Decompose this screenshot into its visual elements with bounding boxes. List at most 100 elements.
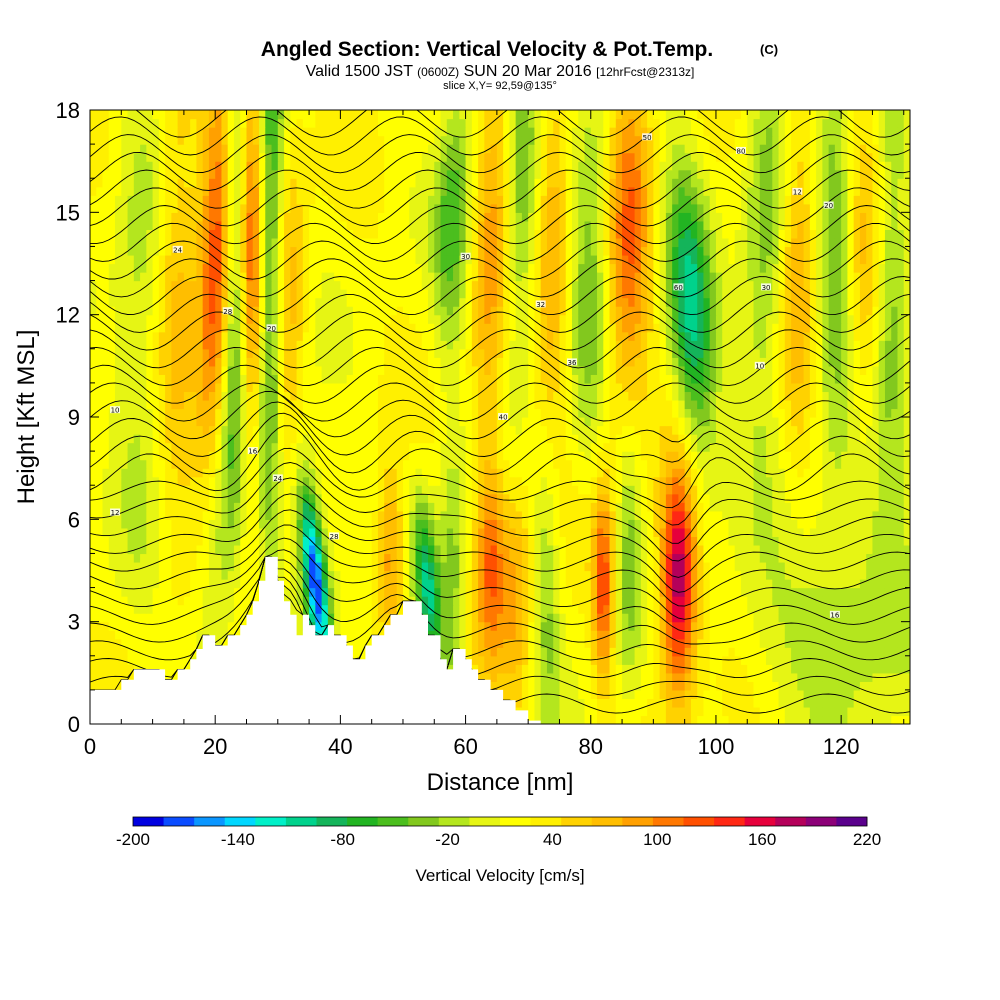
heatmap-cell bbox=[603, 706, 611, 717]
heatmap-cell bbox=[659, 715, 667, 724]
heatmap-cell bbox=[271, 399, 279, 410]
heatmap-cell bbox=[584, 604, 592, 614]
heatmap-cell bbox=[853, 630, 861, 640]
heatmap-cell bbox=[822, 544, 830, 555]
heatmap-cell bbox=[440, 638, 448, 648]
heatmap-cell bbox=[233, 561, 241, 572]
heatmap-cell bbox=[853, 579, 861, 589]
heatmap-cell bbox=[265, 527, 273, 537]
heatmap-cell bbox=[665, 510, 673, 520]
heatmap-cell bbox=[866, 485, 874, 495]
heatmap-cell bbox=[208, 519, 216, 529]
heatmap-cell bbox=[597, 502, 604, 512]
heatmap-cell bbox=[640, 698, 648, 708]
heatmap-cell bbox=[534, 399, 542, 410]
heatmap-cell bbox=[152, 604, 160, 614]
heatmap-cell bbox=[747, 561, 755, 572]
heatmap-cell bbox=[715, 604, 723, 614]
heatmap-cell bbox=[734, 664, 742, 674]
heatmap-cell bbox=[146, 417, 154, 427]
heatmap-cell bbox=[96, 425, 104, 435]
heatmap-cell bbox=[121, 468, 129, 478]
heatmap-cell bbox=[615, 527, 623, 537]
heatmap-cell bbox=[634, 570, 642, 580]
heatmap-cell bbox=[903, 570, 910, 580]
heatmap-cell bbox=[847, 672, 855, 682]
heatmap-cell bbox=[284, 587, 291, 597]
heatmap-cell bbox=[121, 647, 129, 657]
heatmap-cell bbox=[484, 527, 492, 537]
heatmap-cell bbox=[327, 604, 335, 614]
heatmap-cell bbox=[202, 510, 210, 520]
heatmap-cell bbox=[459, 485, 467, 495]
heatmap-cell bbox=[121, 664, 129, 674]
heatmap-cell bbox=[121, 638, 129, 648]
heatmap-cell bbox=[578, 604, 586, 614]
heatmap-cell bbox=[659, 451, 667, 461]
heatmap-cell bbox=[553, 561, 561, 572]
heatmap-cell bbox=[659, 647, 667, 657]
heatmap-cell bbox=[853, 527, 861, 537]
heatmap-cell bbox=[496, 596, 504, 606]
heatmap-cell bbox=[659, 544, 667, 555]
heatmap-cell bbox=[634, 613, 642, 623]
heatmap-cell bbox=[152, 493, 160, 503]
heatmap-cell bbox=[215, 638, 223, 648]
heatmap-cell bbox=[127, 527, 135, 537]
heatmap-cell bbox=[190, 459, 198, 469]
heatmap-cell bbox=[183, 493, 191, 503]
heatmap-cell bbox=[803, 399, 811, 410]
heatmap-cell bbox=[127, 570, 135, 580]
heatmap-cell bbox=[434, 630, 442, 640]
heatmap-cell bbox=[96, 417, 104, 427]
heatmap-cell bbox=[891, 587, 899, 597]
heatmap-cell bbox=[728, 706, 736, 717]
heatmap-cell bbox=[521, 655, 529, 665]
heatmap-cell bbox=[202, 502, 210, 512]
heatmap-cell bbox=[540, 587, 548, 597]
heatmap-cell bbox=[534, 425, 542, 435]
heatmap-cell bbox=[102, 493, 110, 503]
heatmap-cell bbox=[346, 544, 354, 555]
heatmap-cell bbox=[233, 502, 241, 512]
heatmap-cell bbox=[809, 485, 817, 495]
heatmap-cell bbox=[503, 434, 510, 444]
heatmap-cell bbox=[571, 655, 579, 665]
heatmap-cell bbox=[152, 391, 160, 401]
heatmap-cell bbox=[334, 630, 341, 640]
heatmap-cell bbox=[791, 417, 798, 427]
heatmap-cell bbox=[828, 596, 836, 606]
heatmap-cell bbox=[484, 417, 492, 427]
heatmap-cell bbox=[684, 689, 692, 700]
heatmap-cell bbox=[277, 502, 285, 512]
heatmap-cell bbox=[565, 442, 573, 452]
heatmap-cell bbox=[108, 468, 116, 478]
heatmap-cell bbox=[866, 689, 874, 700]
heatmap-cell bbox=[822, 442, 830, 452]
heatmap-cell bbox=[778, 664, 786, 674]
heatmap-cell bbox=[271, 527, 279, 537]
heatmap-cell bbox=[684, 468, 692, 478]
heatmap-cell bbox=[778, 689, 786, 700]
heatmap-cell bbox=[158, 451, 166, 461]
heatmap-cell bbox=[690, 570, 698, 580]
heatmap-cell bbox=[177, 579, 185, 589]
heatmap-cell bbox=[628, 596, 636, 606]
heatmap-cell bbox=[133, 630, 141, 640]
heatmap-cell bbox=[841, 451, 849, 461]
heatmap-cell bbox=[709, 485, 717, 495]
heatmap-cell bbox=[509, 434, 517, 444]
heatmap-cell bbox=[346, 425, 354, 435]
heatmap-cell bbox=[647, 664, 654, 674]
heatmap-cell bbox=[897, 647, 905, 657]
heatmap-cell bbox=[709, 519, 717, 529]
heatmap-cell bbox=[196, 561, 204, 572]
heatmap-cell bbox=[828, 553, 836, 563]
heatmap-cell bbox=[528, 630, 536, 640]
heatmap-cell bbox=[897, 451, 905, 461]
heatmap-cell bbox=[803, 485, 811, 495]
heatmap-cell bbox=[816, 570, 823, 580]
heatmap-cell bbox=[559, 408, 567, 418]
heatmap-cell bbox=[684, 536, 692, 546]
heatmap-cell bbox=[747, 570, 755, 580]
